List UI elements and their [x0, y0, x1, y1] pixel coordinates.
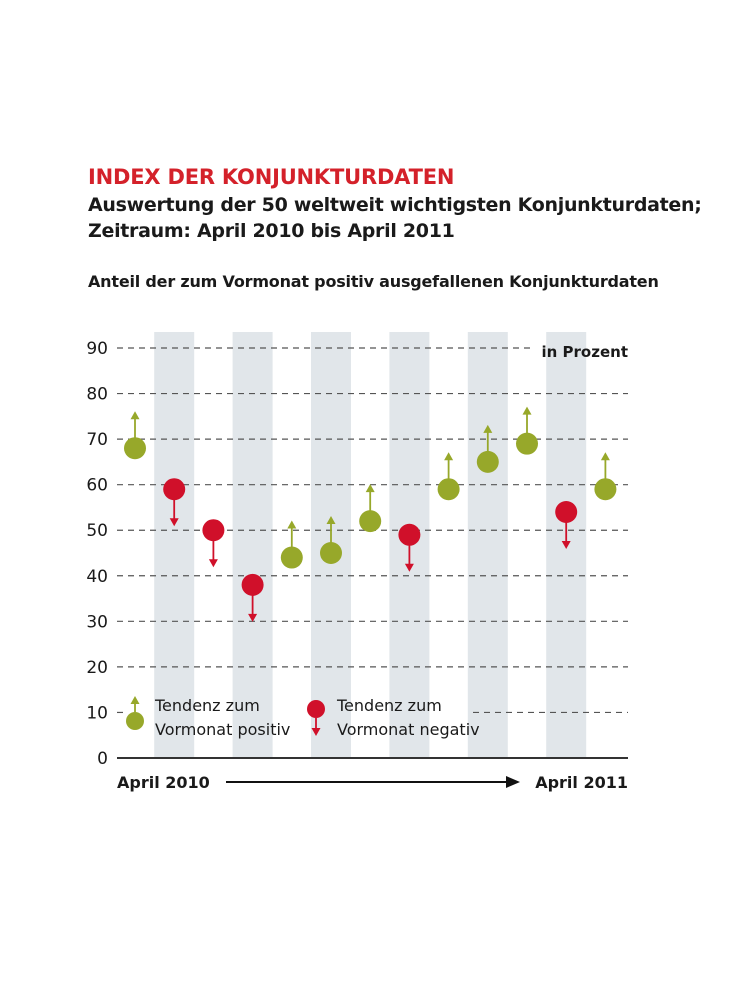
- point-marker: [555, 501, 578, 523]
- chart-title: INDEX DER KONJUNKTURDATEN: [88, 165, 455, 189]
- data-point-positive: [516, 406, 538, 455]
- point-marker: [124, 437, 146, 460]
- x-end-label: April 2011: [535, 773, 628, 792]
- point-marker: [163, 478, 186, 501]
- data-point-positive: [476, 424, 499, 473]
- column-band: [232, 332, 273, 758]
- y-tick-label: 30: [86, 612, 108, 632]
- data-point-negative: [241, 573, 264, 622]
- legend-positive-label-line2: Vormonat positiv: [155, 720, 290, 739]
- y-tick-label: 60: [86, 476, 108, 496]
- timeline-arrow: [226, 776, 520, 788]
- point-marker: [241, 573, 264, 596]
- trend-up-arrow-icon: [287, 520, 297, 548]
- column-band: [154, 332, 195, 758]
- trend-down-arrow-icon: [248, 594, 258, 622]
- legend-up-arrow-icon: [130, 696, 140, 712]
- point-marker: [202, 519, 225, 542]
- data-point-positive: [437, 452, 460, 501]
- trend-down-arrow-icon: [208, 540, 218, 568]
- trend-up-arrow-icon: [444, 452, 454, 480]
- point-marker: [476, 450, 499, 473]
- data-point-positive: [594, 452, 617, 501]
- trend-down-arrow-icon: [404, 544, 414, 572]
- trend-up-arrow-icon: [522, 406, 532, 434]
- column-bands: [154, 332, 587, 758]
- data-point-negative: [555, 501, 578, 549]
- trend-down-arrow-icon: [561, 522, 571, 549]
- y-tick-label: 90: [86, 339, 108, 359]
- point-marker: [280, 546, 303, 569]
- legend-positive: Tendenz zum Vormonat positiv: [126, 696, 290, 739]
- data-point-positive: [320, 516, 342, 564]
- unit-label: in Prozent: [542, 343, 629, 361]
- data-point-positive: [124, 411, 146, 460]
- point-marker: [437, 478, 460, 501]
- point-marker: [320, 542, 342, 564]
- y-tick-label: 0: [97, 749, 108, 769]
- data-point-negative: [202, 519, 225, 568]
- legend-negative-marker: [307, 700, 325, 718]
- chart-subtitle-line1: Auswertung der 50 weltweit wichtigsten K…: [88, 194, 702, 216]
- y-tick-label: 40: [86, 567, 108, 587]
- data-point-positive: [280, 520, 303, 569]
- trend-down-arrow-icon: [169, 499, 179, 527]
- chart-caption: Anteil der zum Vormonat positiv ausgefal…: [88, 272, 659, 291]
- trend-up-arrow-icon: [326, 516, 336, 543]
- trend-up-arrow-icon: [130, 411, 140, 439]
- legend-negative-label-line1: Tendenz zum: [336, 696, 442, 715]
- trend-up-arrow-icon: [365, 484, 375, 512]
- point-marker: [398, 523, 421, 546]
- point-marker: [359, 510, 382, 533]
- legend: Tendenz zum Vormonat positiv Tendenz zum Vo…: [126, 696, 480, 739]
- y-tick-label: 80: [86, 385, 108, 405]
- chart-subtitle-line2: Zeitraum: April 2010 bis April 2011: [88, 220, 455, 242]
- legend-negative: Tendenz zum Vormonat negativ: [307, 696, 480, 739]
- data-points: [124, 406, 617, 622]
- point-marker: [516, 432, 538, 455]
- legend-negative-label-line2: Vormonat negativ: [337, 720, 480, 739]
- y-tick-label: 50: [86, 521, 108, 541]
- point-marker: [594, 478, 617, 501]
- y-tick-label: 70: [86, 430, 108, 450]
- data-point-negative: [398, 523, 421, 572]
- y-tick-label: 10: [86, 703, 108, 723]
- y-tick-label: 20: [86, 658, 108, 678]
- data-point-negative: [163, 478, 186, 527]
- legend-down-arrow-icon: [311, 718, 321, 736]
- trend-up-arrow-icon: [600, 452, 610, 480]
- trend-up-arrow-icon: [483, 424, 493, 452]
- y-tick-labels: 0 10 20 30 40 50 60 70 80 90: [86, 339, 108, 769]
- legend-positive-label-line1: Tendenz zum: [154, 696, 260, 715]
- column-band: [467, 332, 508, 758]
- x-start-label: April 2010: [117, 773, 210, 792]
- legend-positive-marker: [126, 712, 144, 730]
- data-point-positive: [359, 484, 382, 533]
